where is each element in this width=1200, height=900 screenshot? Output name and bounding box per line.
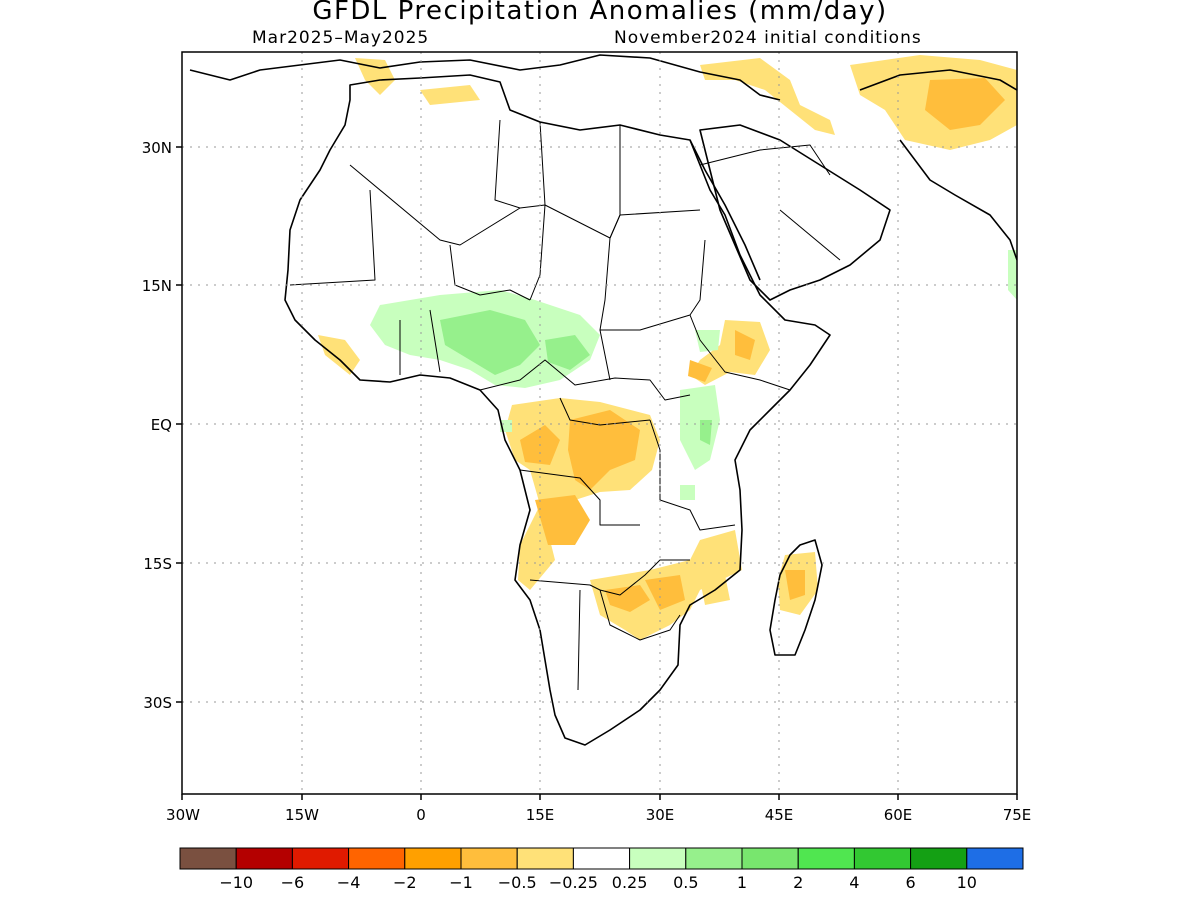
colorbar-swatch <box>797 847 855 870</box>
europe-coast <box>189 54 781 101</box>
lat-label-30s: 30S <box>143 694 172 712</box>
tick-marks <box>176 146 1018 800</box>
colorbar-swatch <box>291 847 350 870</box>
graticule <box>182 52 1017 794</box>
wet-region-india-coast <box>1008 250 1017 300</box>
anomaly-layer <box>318 55 1017 640</box>
colorbar-label: −10 <box>219 873 253 892</box>
dry-region-mediterranean <box>420 85 480 105</box>
madagascar-coastline <box>769 539 823 656</box>
colorbar-swatch <box>853 847 912 870</box>
asia-coast <box>859 69 1017 261</box>
lon-label-30e: 30E <box>646 806 675 824</box>
colorbar-labels: −10 −6 −4 −2 −1 −0.5 −0.25 0.25 0.5 1 2 4 6 10 <box>219 873 977 892</box>
lon-label-15e: 15E <box>526 806 555 824</box>
colorbar-label: −2 <box>393 873 417 892</box>
colorbar-swatch <box>460 847 518 870</box>
colorbar-label: −1 <box>449 873 473 892</box>
colorbar-label: −6 <box>281 873 305 892</box>
colorbar-label: −0.5 <box>498 873 537 892</box>
lat-label-15s: 15S <box>143 555 172 573</box>
lon-label-0: 0 <box>416 806 426 824</box>
coastline-layer <box>189 54 1017 746</box>
colorbar-swatch <box>629 847 687 870</box>
lon-label-60e: 60E <box>884 806 913 824</box>
colorbar-swatch <box>179 847 237 870</box>
colorbar-label: 0.5 <box>673 873 698 892</box>
colorbar-swatch <box>404 847 462 870</box>
colorbar-swatch <box>741 847 799 870</box>
dry-region-middle-east <box>700 58 835 135</box>
colorbar-swatch <box>516 847 574 870</box>
colorbar-swatch <box>572 847 631 870</box>
dry-region-west-coast <box>318 335 360 375</box>
map-title: GFDL Precipitation Anomalies (mm/day) <box>312 0 888 26</box>
lat-label-15n: 15N <box>142 277 172 295</box>
colorbar-swatch <box>910 847 968 870</box>
lon-label-75e: 75E <box>1003 806 1032 824</box>
colorbar-label: −4 <box>337 873 361 892</box>
colorbar-swatch <box>685 847 743 870</box>
colorbar-label: 6 <box>906 873 916 892</box>
africa-coastline <box>284 74 831 746</box>
colorbar-label: 2 <box>793 873 803 892</box>
lon-label-15w: 15W <box>285 806 319 824</box>
season-label: Mar2025–May2025 <box>252 28 430 48</box>
colorbar <box>179 847 1024 870</box>
lat-label-eq: EQ <box>151 416 172 434</box>
red-sea-coast <box>689 139 761 281</box>
wet-region-ethiopia <box>695 330 720 352</box>
border-layer <box>289 119 841 691</box>
colorbar-label: 10 <box>957 873 977 892</box>
colorbar-label: 0.25 <box>612 873 648 892</box>
colorbar-label: −0.25 <box>549 873 598 892</box>
initial-conditions-label: November2024 initial conditions <box>614 28 922 48</box>
colorbar-swatch <box>348 847 406 870</box>
colorbar-label: 1 <box>737 873 747 892</box>
colorbar-swatch <box>235 847 293 870</box>
arabia-coastline <box>699 124 891 301</box>
colorbar-swatch <box>966 847 1024 870</box>
map-frame <box>181 51 1018 795</box>
lon-label-45e: 45E <box>765 806 794 824</box>
lat-label-30n: 30N <box>142 139 172 157</box>
colorbar-label: 4 <box>849 873 859 892</box>
lon-label-30w: 30W <box>166 806 200 824</box>
